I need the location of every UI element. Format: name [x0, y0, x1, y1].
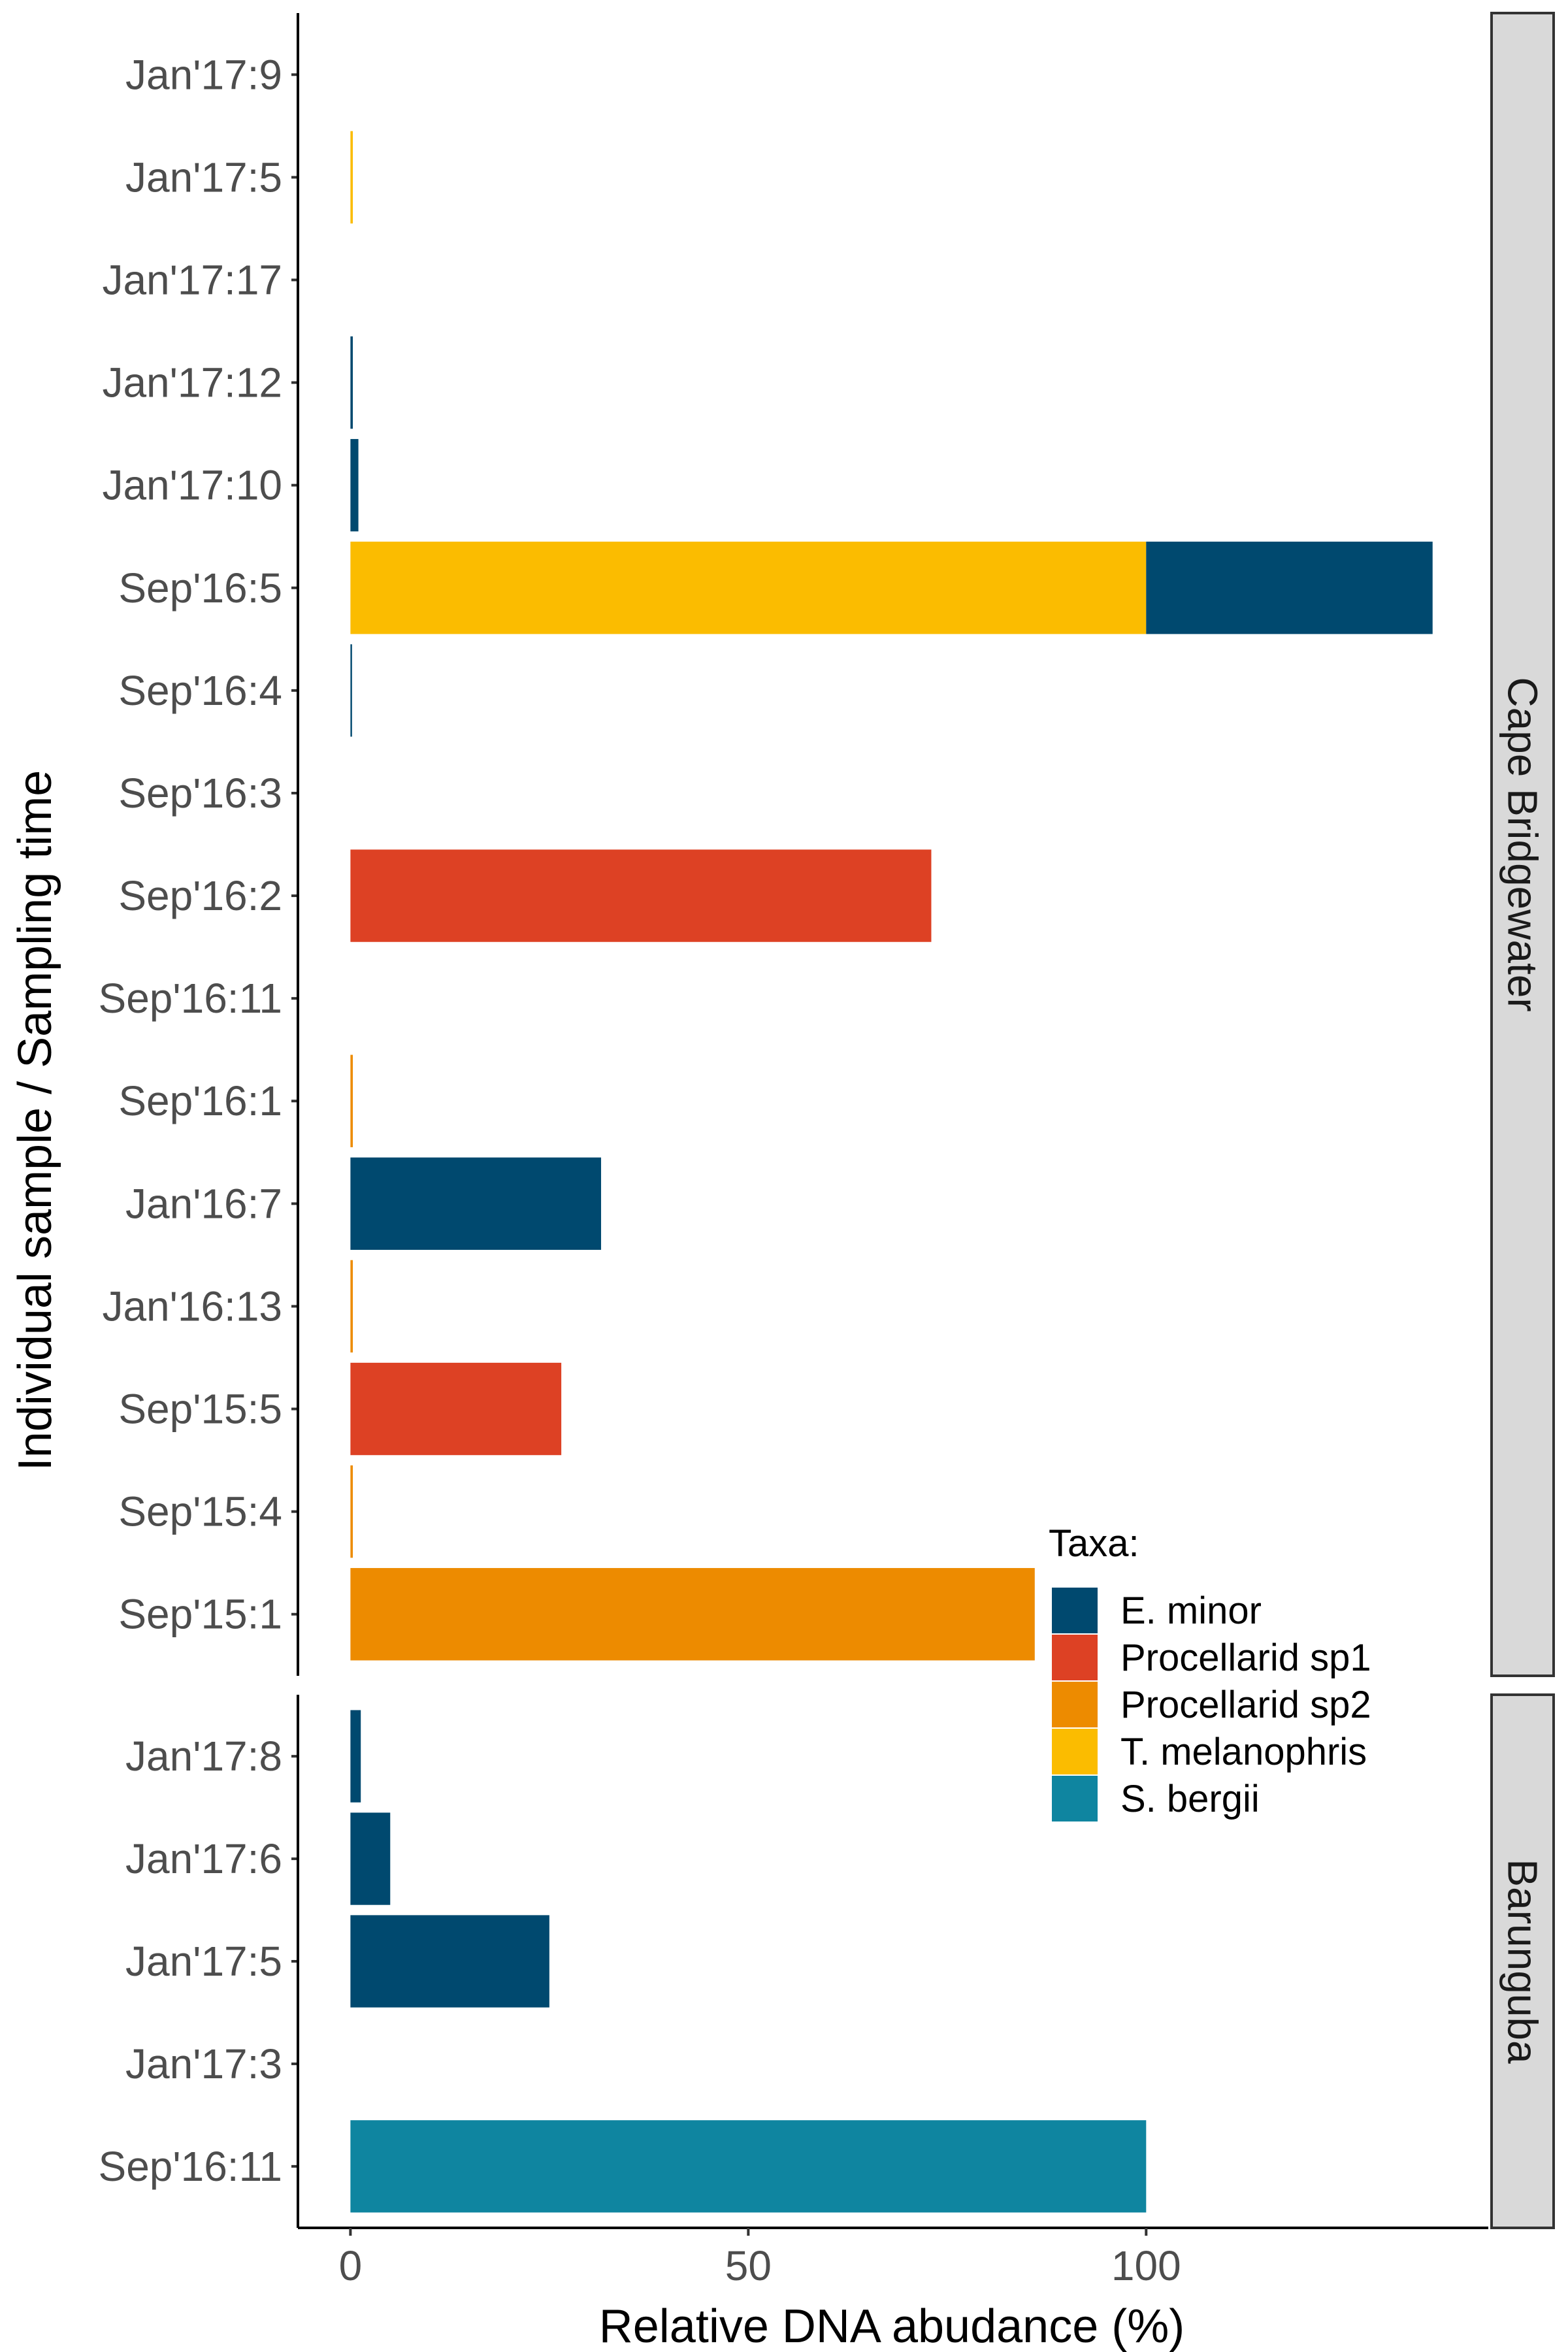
bar-segment [350, 1568, 1035, 1661]
bar-segment [350, 2120, 1147, 2213]
bar-segment [350, 1710, 361, 1803]
y-tick-label: Sep'15:5 [118, 1386, 282, 1433]
y-tick-label: Sep'16:11 [99, 2143, 283, 2190]
legend: Taxa: E. minor Procellarid sp1 Procellarid… [1049, 1522, 1371, 1821]
legend-title: Taxa: [1049, 1522, 1139, 1565]
legend-label: T. melanophris [1120, 1731, 1367, 1773]
bar-segment [350, 1915, 549, 2008]
legend-label: E. minor [1120, 1590, 1262, 1632]
x-axis: 0 50 100 [298, 2227, 1488, 2289]
y-tick-label: Jan'16:13 [102, 1282, 282, 1330]
bar-segment [350, 849, 932, 942]
y-tick-label: Jan'17:6 [125, 1835, 282, 1882]
y-tick-label: Sep'16:1 [118, 1077, 282, 1124]
legend-key [1052, 1588, 1098, 1633]
bar-segment [350, 1465, 353, 1558]
legend-label: S. bergii [1120, 1778, 1260, 1820]
panels-layer: Jan'17:9 Jan'17:5 Jan'17:17 Jan'17:12 Jan'17… [99, 12, 1555, 2229]
bar-segment [350, 1812, 391, 1905]
bar-segment [350, 1054, 353, 1147]
bar-segment [350, 131, 353, 224]
facet-strip-label: Barunguba [1499, 1859, 1546, 2064]
y-tick-label: Sep'16:5 [118, 564, 282, 612]
x-tick-label: 100 [1111, 2242, 1181, 2289]
y-tick-label: Jan'17:10 [102, 462, 282, 509]
y-axis-title: Individual sample / Sampling time [9, 770, 61, 1471]
legend-key [1052, 1682, 1098, 1727]
y-tick-label: Jan'17:3 [125, 2040, 282, 2087]
bar-segment [350, 1157, 602, 1250]
y-tick-label: Sep'15:1 [118, 1591, 282, 1638]
panel-barunguba: Jan'17:8 Jan'17:6 Jan'17:5 Jan'17:3 Sep'16:1… [99, 1693, 1555, 2229]
x-axis-title: Relative DNA abudance (%) [599, 2300, 1184, 2352]
bar-segment [1146, 542, 1433, 634]
y-tick-label: Sep'16:3 [118, 770, 282, 817]
panel-cape-bridgewater: Jan'17:9 Jan'17:5 Jan'17:17 Jan'17:12 Jan'17… [99, 12, 1555, 1677]
facet-strip [1490, 1693, 1555, 2229]
y-tick-label: Sep'16:11 [99, 975, 283, 1022]
y-tick-label: Jan'17:17 [102, 256, 282, 303]
y-tick-label: Jan'17:9 [125, 51, 282, 98]
bar-segment [350, 644, 352, 737]
x-tick-label: 50 [725, 2242, 772, 2289]
bar-segment [350, 438, 359, 532]
y-tick-label: Jan'17:5 [125, 154, 282, 201]
y-tick-label: Sep'15:4 [118, 1488, 282, 1535]
y-tick-label: Jan'17:5 [125, 1938, 282, 1985]
bar-segment [350, 1362, 562, 1456]
legend-key [1052, 1729, 1098, 1774]
bar-segment [350, 542, 1147, 634]
legend-key [1052, 1635, 1098, 1680]
y-tick-label: Jan'16:7 [125, 1180, 282, 1227]
y-tick-label: Sep'16:4 [118, 667, 282, 714]
x-tick-label: 0 [339, 2242, 363, 2289]
legend-key [1052, 1776, 1098, 1821]
legend-label: Procellarid sp1 [1120, 1637, 1371, 1679]
y-tick-label: Jan'17:12 [102, 359, 282, 406]
legend-label: Procellarid sp2 [1120, 1684, 1371, 1726]
facet-strip [1490, 12, 1555, 1677]
bar-segment [350, 1260, 353, 1353]
y-tick-label: Jan'17:8 [125, 1733, 282, 1780]
facet-strip-label: Cape Bridgewater [1499, 677, 1546, 1011]
y-tick-label: Sep'16:2 [118, 872, 282, 919]
bar-segment [350, 336, 353, 429]
